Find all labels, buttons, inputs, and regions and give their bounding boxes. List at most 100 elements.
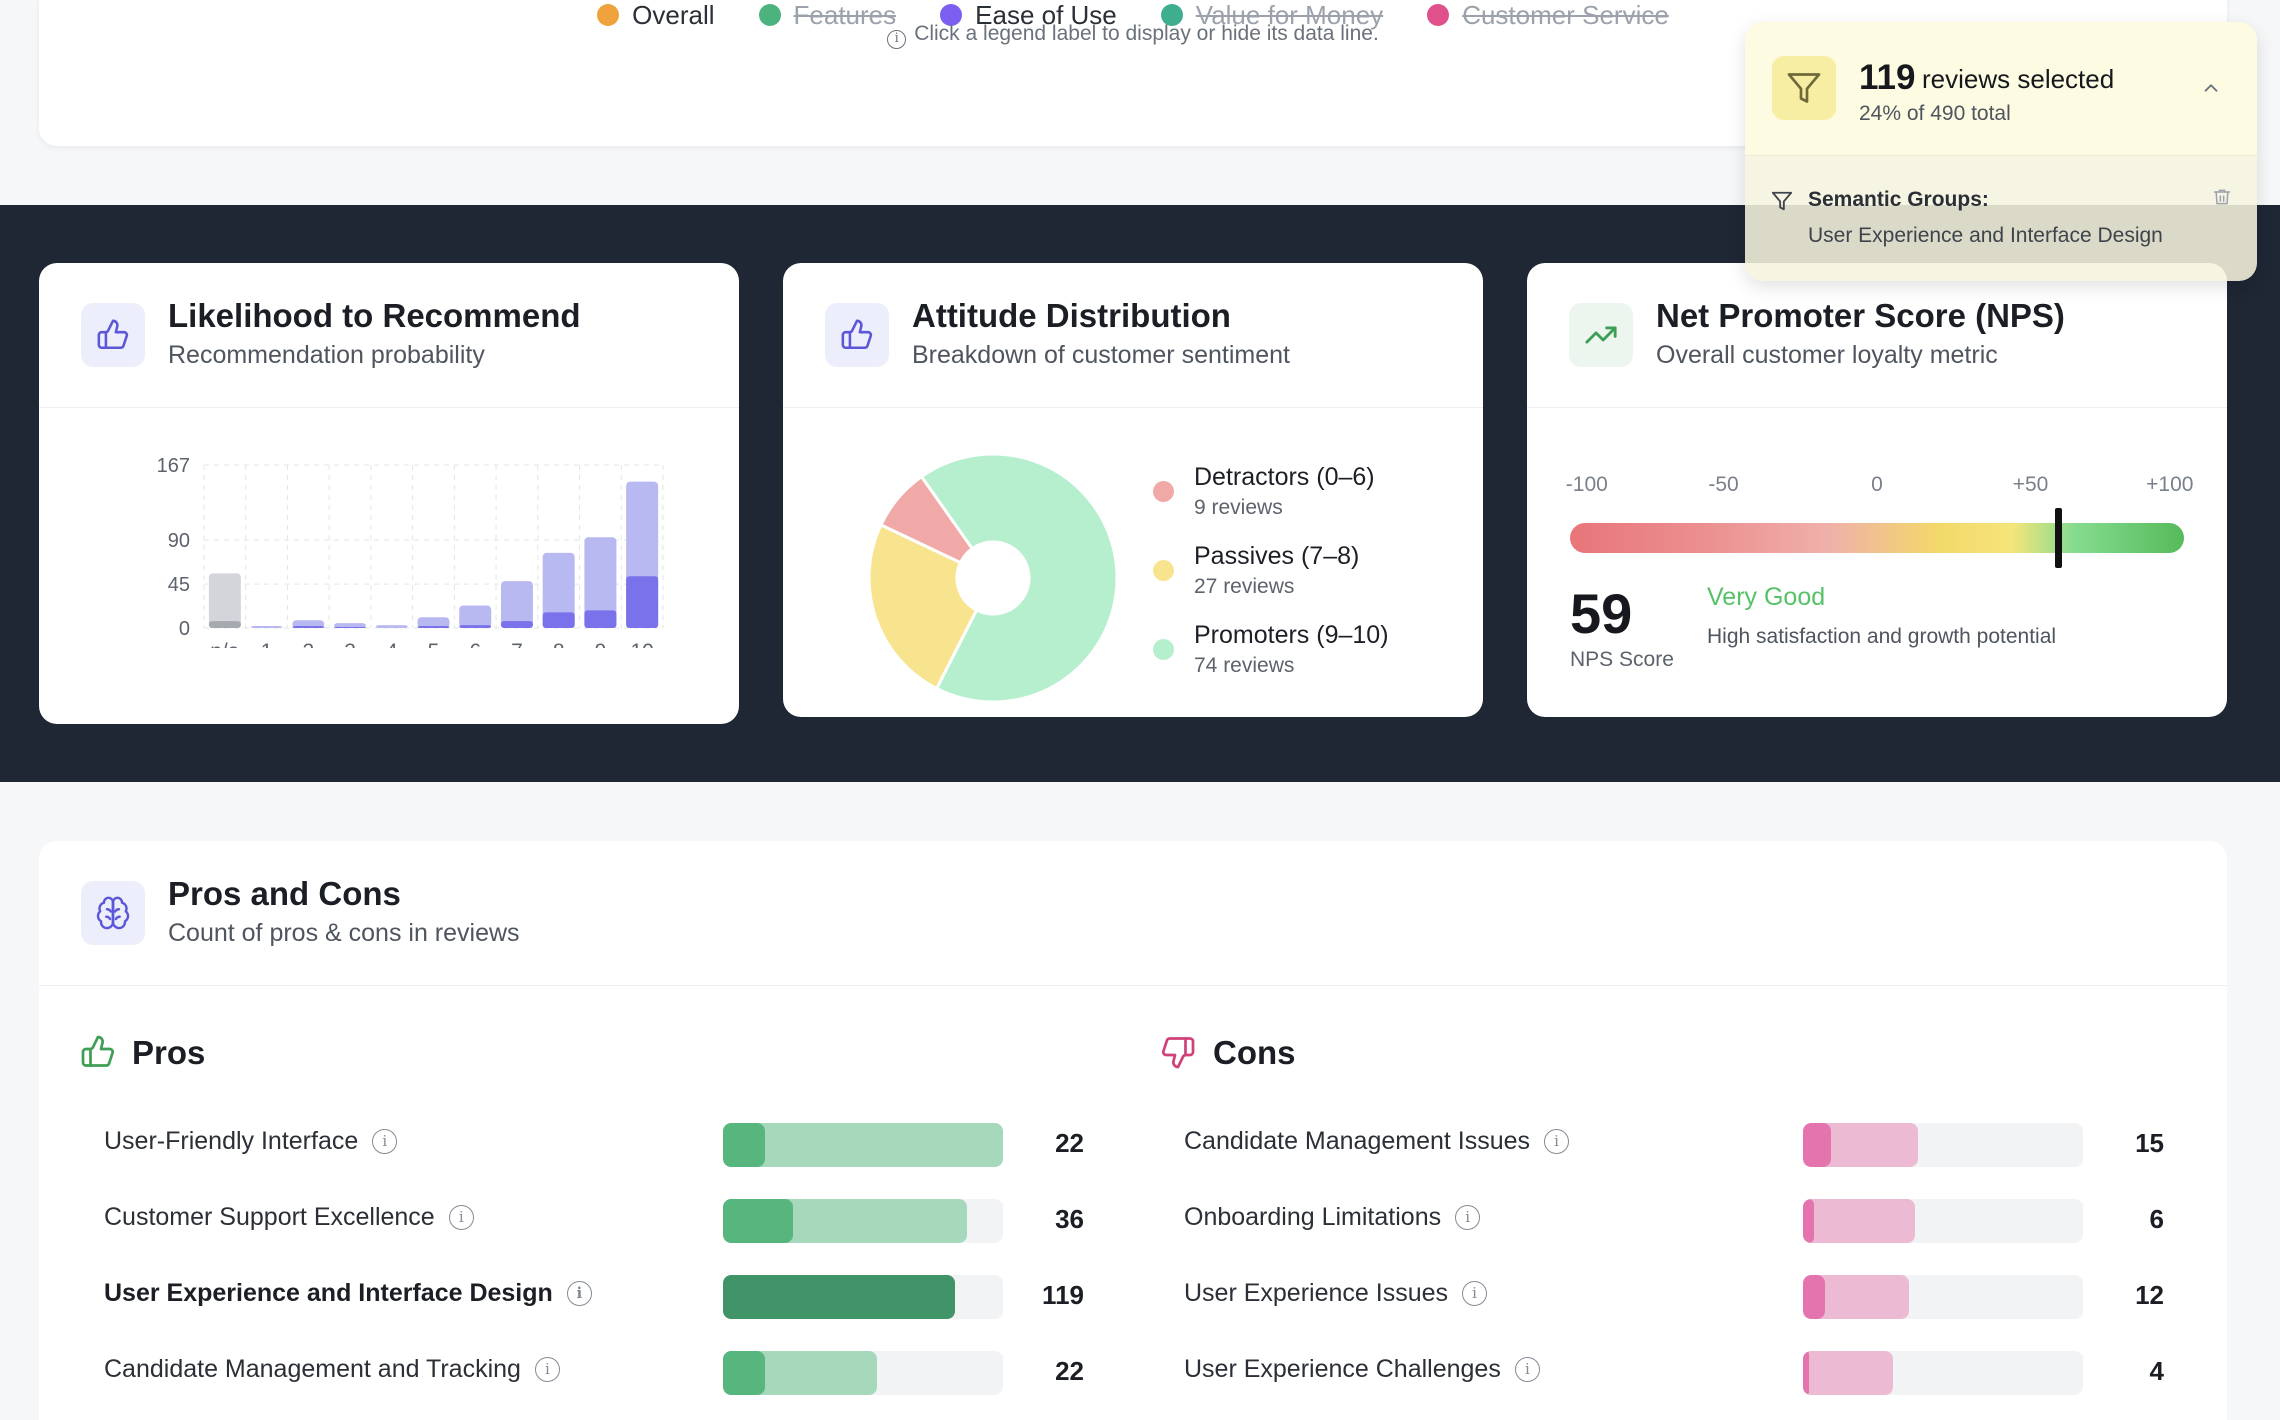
- y-tick-label: 90: [168, 530, 190, 552]
- legend-item[interactable]: Overall: [597, 0, 715, 31]
- row-count: 22: [1055, 1128, 1084, 1158]
- bar-total-fill: [1803, 1199, 1915, 1243]
- legend-label: Customer Service: [1462, 0, 1669, 30]
- legend-dot: [758, 4, 781, 26]
- thumbs-down-icon: [1160, 1034, 1196, 1075]
- selection-filter-popover: 119 reviews selected 24% of 490 total Se…: [1745, 22, 2257, 281]
- row-count: 119: [1042, 1280, 1084, 1310]
- bar-selected-fill: [723, 1123, 765, 1167]
- info-icon[interactable]: i: [1462, 1281, 1488, 1306]
- pie-slice[interactable]: [919, 452, 1119, 704]
- pros-title: Pros: [132, 1034, 206, 1071]
- legend-hint: i Click a legend label to display or hide…: [39, 22, 2227, 49]
- legend-item[interactable]: Ease of Use: [940, 0, 1117, 31]
- pros-cons-card: Pros and Cons Count of pros & cons in re…: [39, 841, 2227, 1420]
- legend-dot: [597, 4, 620, 26]
- bar-total[interactable]: [459, 605, 492, 628]
- bar-total[interactable]: [375, 625, 408, 628]
- nps-card: Net Promoter Score (NPS) Overall custome…: [1527, 263, 2227, 717]
- x-tick-label: 10: [630, 640, 653, 648]
- bar-selected[interactable]: [500, 621, 533, 628]
- bar-total[interactable]: [500, 581, 533, 628]
- nps-marker: [2055, 508, 2063, 568]
- info-icon[interactable]: i: [448, 1205, 474, 1230]
- info-icon[interactable]: i: [1514, 1357, 1540, 1382]
- row-label-text: User Experience Issues: [1184, 1279, 1449, 1307]
- bar-selected[interactable]: [584, 610, 617, 628]
- row-label-text: User Experience and Interface Design: [104, 1279, 553, 1307]
- card-header: Net Promoter Score (NPS) Overall custome…: [1527, 263, 2227, 408]
- legend-item[interactable]: Customer Service: [1427, 0, 1669, 31]
- legend-item[interactable]: Features: [758, 0, 896, 31]
- row-count: 15: [2135, 1128, 2164, 1158]
- bar-total[interactable]: [334, 623, 367, 628]
- card-title: Pros and Cons: [168, 875, 401, 912]
- row-label: User-Friendly Interface i: [104, 1127, 398, 1156]
- nps-tick-label: 0: [1871, 473, 1883, 496]
- bar-total[interactable]: [417, 617, 450, 628]
- trash-icon[interactable]: [2212, 186, 2232, 213]
- legend-dot: [1153, 560, 1174, 581]
- filter-group-label: Semantic Groups:: [1808, 188, 1989, 211]
- row-count: 12: [2135, 1280, 2164, 1310]
- bar-total[interactable]: [584, 537, 617, 628]
- filter-group-value: User Experience and Interface Design: [1808, 224, 2163, 247]
- attitude-legend-item: Passives (7–8) 27 reviews: [1153, 542, 1389, 621]
- bar-selected-fill: [723, 1199, 793, 1243]
- row-label: Customer Support Excellence i: [104, 1203, 474, 1232]
- brain-icon: [81, 881, 145, 945]
- bar-total[interactable]: [208, 573, 241, 628]
- bar-selected[interactable]: [334, 627, 367, 628]
- filter-summary[interactable]: 119 reviews selected 24% of 490 total: [1745, 22, 2257, 156]
- chevron-up-icon[interactable]: [2200, 77, 2222, 104]
- info-icon[interactable]: i: [1455, 1205, 1481, 1230]
- info-icon[interactable]: i: [566, 1281, 592, 1306]
- segment-name: Detractors (0–6): [1194, 463, 1375, 491]
- legend-row: Overall Features Ease of Use Value for Mone…: [39, 0, 2227, 30]
- row-label-text: User Experience Challenges: [1184, 1355, 1501, 1383]
- legend-dot: [1153, 639, 1174, 660]
- row-label-text: User-Friendly Interface: [104, 1127, 359, 1155]
- bar-selected[interactable]: [292, 626, 325, 628]
- nps-description: High satisfaction and growth potential: [1707, 625, 2057, 648]
- bar-selected[interactable]: [626, 576, 659, 628]
- row-label: User Experience Issues i: [1184, 1279, 1488, 1308]
- bar-total[interactable]: [250, 626, 283, 629]
- x-tick-label: 1: [261, 640, 273, 648]
- attitude-legend-item: Promoters (9–10) 74 reviews: [1153, 621, 1389, 700]
- legend-dot: [1427, 4, 1450, 26]
- nps-scale: -100 -50 0 +50 +100: [1566, 473, 2194, 499]
- segment-count: 74 reviews: [1194, 654, 1295, 677]
- bar-selected[interactable]: [208, 621, 241, 628]
- x-tick-label: 9: [595, 640, 607, 648]
- bar-selected[interactable]: [459, 625, 492, 628]
- info-icon[interactable]: i: [372, 1129, 398, 1154]
- attitude-donut-chart: [867, 452, 1119, 704]
- info-icon: i: [887, 30, 907, 49]
- bar-selected-fill: [723, 1275, 956, 1319]
- bar-selected[interactable]: [417, 626, 450, 628]
- bar-selected-fill: [723, 1351, 765, 1395]
- legend-dot: [940, 4, 963, 26]
- legend-label: Ease of Use: [975, 0, 1117, 30]
- pie-slice[interactable]: [867, 522, 979, 691]
- bar-selected[interactable]: [542, 612, 575, 628]
- info-icon[interactable]: i: [1544, 1129, 1570, 1154]
- attitude-legend-item: Detractors (0–6) 9 reviews: [1153, 463, 1389, 542]
- bar-selected-fill: [1803, 1199, 1815, 1243]
- cons-title: Cons: [1213, 1034, 1296, 1071]
- legend-item[interactable]: Value for Money: [1160, 0, 1383, 31]
- row-label-text: Onboarding Limitations: [1184, 1203, 1442, 1231]
- row-label: User Experience and Interface Design i: [104, 1279, 592, 1308]
- attitude-card: Attitude Distribution Breakdown of custo…: [783, 263, 1483, 717]
- legend-dot: [1160, 4, 1183, 26]
- card-subtitle: Overall customer loyalty metric: [1656, 341, 1998, 369]
- x-tick-label: 8: [553, 640, 565, 648]
- info-icon[interactable]: i: [534, 1357, 560, 1382]
- card-header: Likelihood to Recommend Recommendation p…: [39, 263, 739, 408]
- recommend-bar-chart: 16790450n/a12345678910: [157, 455, 664, 648]
- row-label: Onboarding Limitations i: [1184, 1203, 1481, 1232]
- bar-total[interactable]: [542, 552, 575, 628]
- nps-gradient-bar: [1570, 523, 2184, 553]
- x-tick-label: 6: [469, 640, 481, 648]
